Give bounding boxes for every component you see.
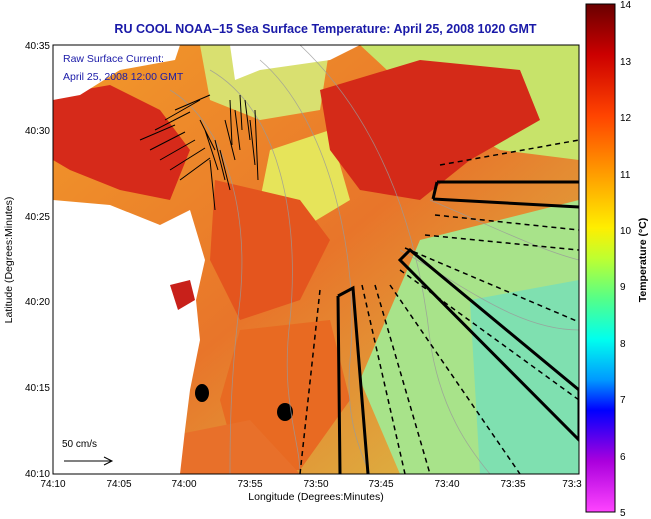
y-tick: 40:30 — [25, 126, 50, 137]
colorbar-tick: 12 — [620, 113, 632, 124]
y-tick: 40:10 — [25, 469, 50, 480]
colorbar-tick: 14 — [620, 0, 632, 11]
x-tick: 73:55 — [237, 479, 262, 490]
map-title: RU COOL NOAA–15 Sea Surface Temperature:… — [114, 22, 537, 36]
colorbar-tick: 10 — [620, 226, 632, 237]
x-tick: 73:40 — [434, 479, 459, 490]
y-axis-label: Latitude (Degrees:Minutes) — [3, 197, 15, 324]
x-tick: 73:35 — [500, 479, 525, 490]
colorbar-tick: 8 — [620, 339, 626, 350]
x-tick: 73:50 — [303, 479, 328, 490]
colorbar: 14 13 12 11 10 9 8 7 6 5 Temperature (°C… — [585, 0, 649, 519]
x-tick: 73:3 — [562, 479, 582, 490]
temperature-field — [53, 45, 579, 474]
colorbar-tick: 13 — [620, 57, 632, 68]
y-tick: 40:35 — [25, 41, 50, 52]
x-tick: 73:45 — [368, 479, 393, 490]
y-tick: 40:25 — [25, 212, 50, 223]
colorbar-tick: 6 — [620, 452, 626, 463]
y-axis: 40:35 40:30 40:25 40:20 40:15 40:10 Lati… — [3, 41, 50, 480]
x-tick: 74:00 — [171, 479, 196, 490]
x-tick: 74:10 — [40, 479, 65, 490]
colorbar-tick: 5 — [620, 508, 626, 519]
current-time: April 25, 2008 12:00 GMT — [63, 71, 184, 83]
colorbar-label: Temperature (°C) — [637, 218, 649, 303]
x-tick: 74:05 — [106, 479, 131, 490]
colorbar-tick: 11 — [620, 170, 631, 181]
scale-label: 50 cm/s — [62, 439, 97, 450]
colorbar-tick: 7 — [620, 395, 626, 406]
x-axis: 74:10 74:05 74:00 73:55 73:50 73:45 73:4… — [40, 479, 582, 503]
current-vectors — [139, 94, 259, 211]
x-axis-label: Longitude (Degrees:Minutes) — [248, 491, 383, 503]
y-tick: 40:20 — [25, 297, 50, 308]
colorbar-tick: 9 — [620, 282, 626, 293]
current-caption: Raw Surface Current: — [63, 53, 164, 65]
y-tick: 40:15 — [25, 383, 50, 394]
